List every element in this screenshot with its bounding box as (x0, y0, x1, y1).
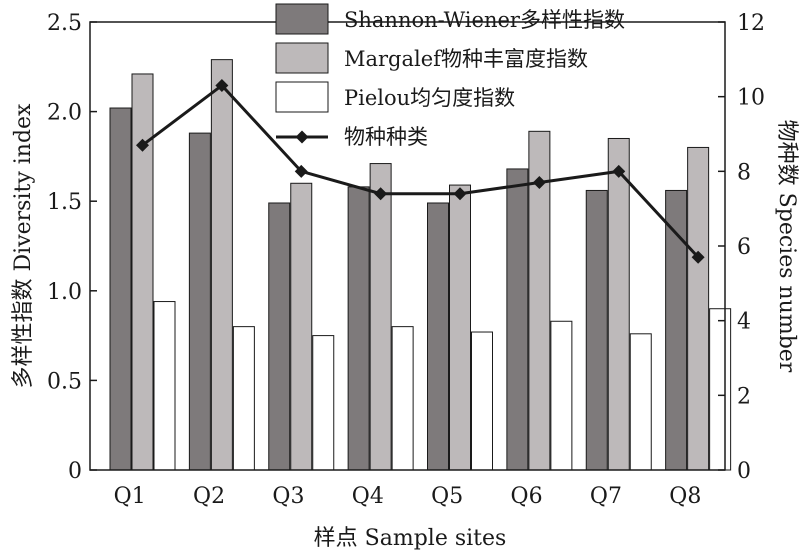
y-tick-label: 2.5 (47, 11, 82, 36)
y-tick-label: 0 (68, 459, 82, 484)
bar-q6-series-0 (506, 168, 529, 471)
species-point-q1 (136, 138, 149, 152)
y2-tick-label: 10 (737, 86, 765, 111)
y-tick-label: 1.0 (47, 280, 82, 305)
bar-q5-series-2 (471, 331, 493, 471)
legend-swatch-2 (275, 81, 329, 113)
bar-q2-series-1 (210, 59, 233, 471)
species-point-q7 (612, 164, 626, 178)
y-tick-label: 0.5 (47, 369, 82, 394)
x-tick-label: Q5 (431, 484, 463, 509)
legend-label-0: Shannon-Wiener多样性指数 (344, 8, 625, 32)
species-point-q5 (453, 187, 467, 201)
y2-tick-label: 4 (737, 310, 751, 335)
bar-q3-series-0 (268, 202, 291, 471)
x-tick-label: Q7 (590, 484, 622, 509)
bar-q6-series-2 (550, 320, 573, 471)
species-line (141, 83, 700, 259)
y2-axis-title: 物种数 Species number (774, 120, 799, 373)
y2-tick-label: 0 (737, 459, 751, 484)
x-tick-label: Q2 (193, 484, 225, 509)
species-line-layer (136, 78, 705, 264)
bars-layer (109, 59, 732, 471)
x-tick-label: Q6 (511, 484, 543, 509)
species-point-q3 (294, 164, 308, 178)
legend-swatch-marker (295, 130, 309, 144)
species-point-q6 (532, 176, 546, 190)
species-point-q8 (691, 250, 705, 264)
x-tick-label: Q1 (114, 484, 146, 509)
legend-swatch-1 (275, 42, 329, 74)
bar-q4-series-0 (347, 186, 370, 471)
y-tick-label: 2.0 (47, 101, 82, 126)
bar-q7-series-0 (585, 189, 608, 471)
y2-tick-label: 12 (737, 11, 765, 36)
bar-q5-series-0 (427, 202, 449, 471)
legend: Shannon-Wiener多样性指数 Margalef物种丰富度指数 Pielou… (275, 3, 625, 149)
bar-q7-series-1 (607, 137, 630, 471)
y-tick-label: 1.5 (47, 190, 82, 215)
y-axis-title: 多样性指数 Diversity index (11, 103, 36, 389)
species-point-q4 (374, 187, 388, 201)
bar-q2-series-0 (188, 132, 211, 471)
y2-tick-label: 2 (737, 384, 751, 409)
x-tick-label: Q3 (272, 484, 304, 509)
bar-q1-series-2 (153, 301, 176, 471)
x-tick-label: Q8 (669, 484, 701, 509)
axes-layer: 0 0.5 1.0 1.5 2.0 2.5 0 2 4 6 8 10 12 Q1 Q2 Q3 Q4 Q5 Q6 Q7 Q… (11, 11, 799, 551)
y2-tick-label: 6 (737, 235, 751, 260)
y2-tick-label: 8 (737, 160, 751, 185)
legend-label-2: Pielou均匀度指数 (344, 86, 515, 110)
bar-q1-series-0 (109, 107, 132, 471)
bar-q8-series-1 (687, 146, 710, 471)
bar-q4-series-1 (369, 163, 392, 471)
x-axis-title: 样点 Sample sites (314, 526, 507, 551)
bar-q3-series-1 (290, 182, 313, 471)
bar-q7-series-2 (629, 333, 652, 471)
species-point-q2 (215, 78, 229, 92)
legend-label-1: Margalef物种丰富度指数 (344, 47, 588, 71)
bar-q8-series-2 (709, 308, 732, 471)
bar-q1-series-1 (131, 73, 154, 471)
legend-label-3: 物种种类 (344, 125, 428, 149)
bar-q2-series-2 (232, 326, 255, 471)
bar-q5-series-1 (449, 184, 471, 471)
x-tick-label: Q4 (352, 484, 384, 509)
bar-q4-series-2 (391, 326, 414, 471)
bar-q3-series-2 (312, 335, 335, 471)
legend-swatch-0 (275, 3, 329, 35)
